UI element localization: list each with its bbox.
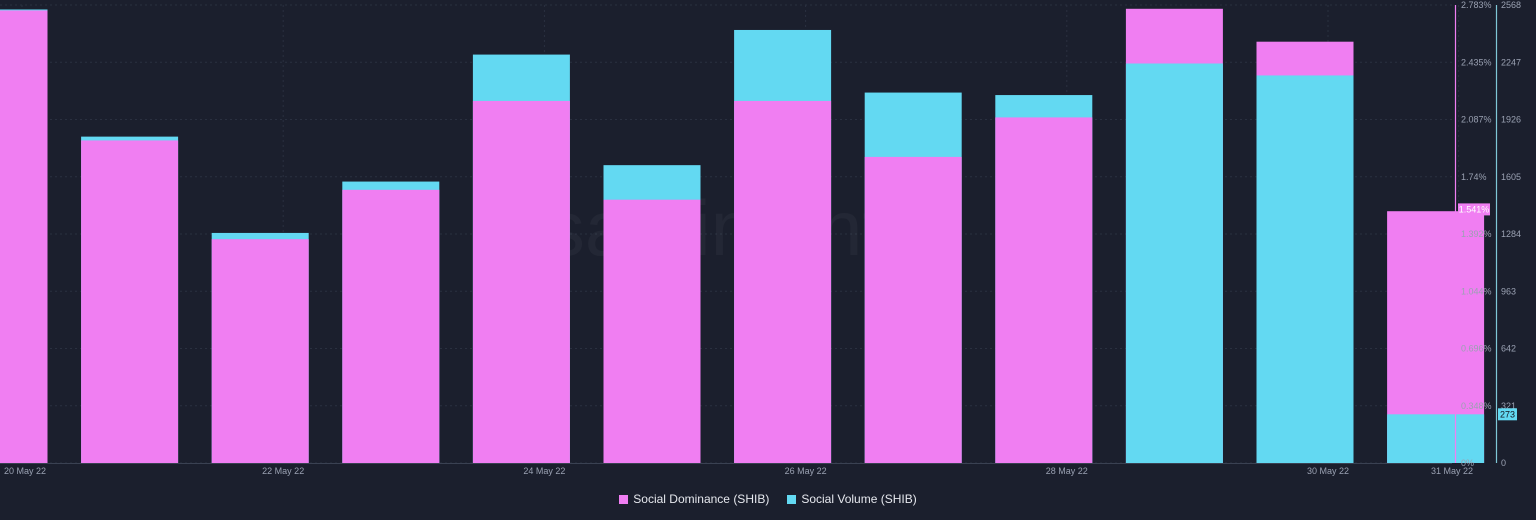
current-volume-badge-bg xyxy=(1498,408,1517,421)
bar-social-dominance xyxy=(603,199,701,464)
current-volume-badge: 273 xyxy=(1500,409,1515,419)
x-tick-label: 24 May 22 xyxy=(523,466,565,476)
left-axis-tick-label: 0% xyxy=(1461,458,1474,468)
bar-social-volume xyxy=(1125,63,1223,463)
left-axis-tick-label: 0.348% xyxy=(1461,401,1492,411)
x-tick-label: 28 May 22 xyxy=(1046,466,1088,476)
bars xyxy=(0,8,1485,464)
bar-social-dominance xyxy=(472,100,570,463)
right-axis-tick-label: 0 xyxy=(1501,458,1506,468)
bar-social-dominance xyxy=(734,100,832,463)
left-axis-tick-label: 2.783% xyxy=(1461,0,1492,10)
legend-swatch-social-volume xyxy=(787,494,797,504)
axes: 20 May 22 22 May 22 24 May 22 26 May 22 28 M… xyxy=(0,0,1521,476)
right-axis-tick-label: 1926 xyxy=(1501,115,1521,125)
left-axis-tick-label: 1.392% xyxy=(1461,229,1492,239)
bar-social-volume xyxy=(1387,414,1485,463)
legend-swatch-social-dominance xyxy=(619,494,629,504)
bar-social-dominance xyxy=(995,117,1093,463)
right-axis-tick-label: 1284 xyxy=(1501,229,1521,239)
right-axis-tick-label: 2247 xyxy=(1501,57,1521,67)
left-axis-tick-label: 2.435% xyxy=(1461,57,1492,67)
bar-social-dominance xyxy=(342,189,440,463)
bar-social-dominance xyxy=(81,140,179,464)
left-axis-tick-label: 1.044% xyxy=(1461,286,1492,296)
right-axis-tick-label: 642 xyxy=(1501,344,1516,354)
legend-label-social-dominance: Social Dominance (SHIB) xyxy=(633,492,770,506)
x-tick-label: 31 May 22 xyxy=(1431,466,1473,476)
bar-chart: santiment 20 May 22 22 May 22 24 May 22 26 … xyxy=(0,0,1521,476)
right-axis-tick-label: 963 xyxy=(1501,286,1516,296)
x-tick-label: 20 May 22 xyxy=(4,466,46,476)
bar-social-volume xyxy=(1256,75,1354,464)
left-axis-tick-label: 2.087% xyxy=(1461,115,1492,125)
bar-social-dominance xyxy=(0,10,48,464)
x-tick-label: 30 May 22 xyxy=(1307,466,1349,476)
legend-label-social-volume: Social Volume (SHIB) xyxy=(801,492,917,506)
current-dominance-badge-bg xyxy=(1458,203,1490,216)
x-tick-label: 22 May 22 xyxy=(262,466,304,476)
legend-item-social-volume[interactable]: Social Volume (SHIB) xyxy=(787,492,917,506)
right-axis-tick-label: 2568 xyxy=(1501,0,1521,10)
legend: Social Dominance (SHIB) Social Volume (S… xyxy=(0,492,1536,506)
watermark: santiment xyxy=(546,184,884,272)
left-axis-tick-label: 0.696% xyxy=(1461,344,1492,354)
x-tick-label: 26 May 22 xyxy=(785,466,827,476)
current-dominance-badge: 1.541% xyxy=(1459,204,1490,214)
bar-social-dominance xyxy=(864,156,962,463)
left-axis-tick-label: 1.74% xyxy=(1461,172,1487,182)
legend-item-social-dominance[interactable]: Social Dominance (SHIB) xyxy=(619,492,769,506)
right-axis-tick-label: 1605 xyxy=(1501,172,1521,182)
bar-social-dominance xyxy=(211,239,309,463)
right-axis-tick-label: 321 xyxy=(1501,401,1516,411)
